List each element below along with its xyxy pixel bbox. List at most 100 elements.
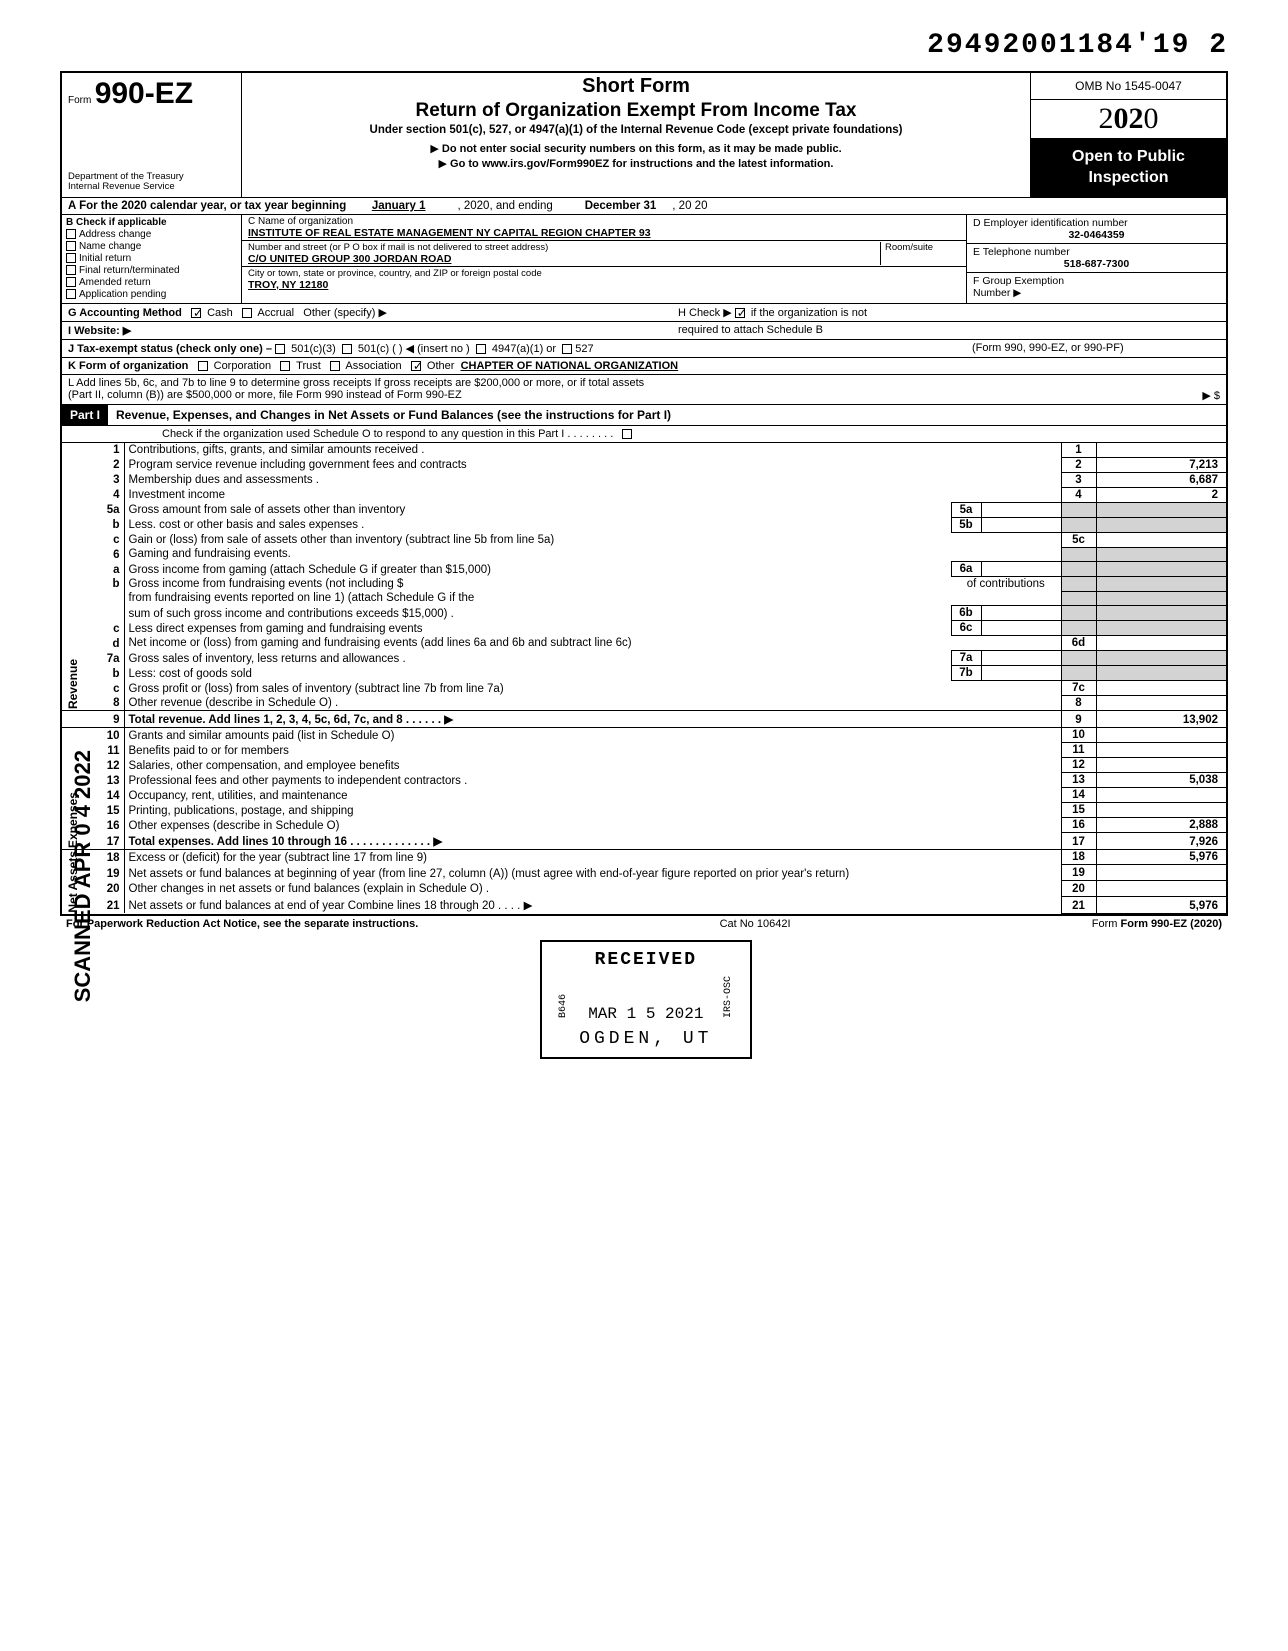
chk-corp[interactable] <box>198 361 208 371</box>
f-number: Number ▶ <box>973 287 1220 299</box>
l13-n: 13 <box>94 773 124 788</box>
row-6a: a Gross income from gaming (attach Sched… <box>62 562 1226 577</box>
l8-n: 8 <box>94 696 124 711</box>
row-6b3: sum of such gross income and contributio… <box>62 606 1226 621</box>
irs-osc-label: IRS-OSC <box>723 976 734 1018</box>
l1-a <box>1096 443 1226 458</box>
l19-a <box>1096 865 1226 881</box>
chk-address[interactable]: Address change <box>66 229 237 240</box>
section-def: D Employer identification number 32-0464… <box>966 215 1226 303</box>
y4: 0 <box>1144 102 1159 135</box>
row-7c: c Gross profit or (loss) from sales of i… <box>62 681 1226 696</box>
l4-a: 2 <box>1096 487 1226 502</box>
row-6c: c Less direct expenses from gaming and f… <box>62 621 1226 636</box>
ein-value: 32-0464359 <box>973 229 1220 241</box>
document-id: 29492001184'19 2 <box>60 30 1228 61</box>
l12-ln: 12 <box>1061 758 1096 773</box>
l6b2-n <box>94 591 124 606</box>
row-8: 8 Other revenue (describe in Schedule O)… <box>62 696 1226 711</box>
l11-a <box>1096 743 1226 758</box>
l6b3-ln <box>1061 606 1096 621</box>
chk-schedule-o[interactable] <box>622 429 632 439</box>
l7a-a <box>1096 651 1226 666</box>
l21-ln: 21 <box>1061 896 1096 913</box>
chk-accrual[interactable] <box>242 308 252 318</box>
line-a-label: A For the 2020 calendar year, or tax yea… <box>68 200 346 212</box>
chk-name[interactable]: Name change <box>66 241 237 252</box>
section-bcd: B Check if applicable Address change Nam… <box>62 215 1226 304</box>
chk-final[interactable]: Final return/terminated <box>66 265 237 276</box>
chk-527[interactable] <box>562 344 572 354</box>
l5b-sn: 5b <box>951 517 981 532</box>
l16-d: Other expenses (describe in Schedule O) <box>124 818 1061 833</box>
l7b-sa <box>981 666 1061 681</box>
chk-amended[interactable]: Amended return <box>66 277 237 288</box>
row-9: 9 Total revenue. Add lines 1, 2, 3, 4, 5… <box>62 711 1226 728</box>
chk-assoc[interactable] <box>330 361 340 371</box>
chk-501c[interactable] <box>342 344 352 354</box>
l5b-sa <box>981 517 1061 532</box>
opt-cash: Cash <box>207 307 233 319</box>
y1: 2 <box>1099 102 1114 135</box>
i-label: I Website: ▶ <box>68 325 131 337</box>
notice-url: Go to www.irs.gov/Form990EZ for instruct… <box>252 157 1020 170</box>
j-content: J Tax-exempt status (check only one) – 5… <box>62 340 966 357</box>
l2-n: 2 <box>94 457 124 472</box>
y3: 2 <box>1129 102 1144 135</box>
footer-left: For Paperwork Reduction Act Notice, see … <box>66 918 418 930</box>
l6b2-ln <box>1061 591 1096 606</box>
c-city-row: City or town, state or province, country… <box>242 267 966 292</box>
chk-4947[interactable] <box>476 344 486 354</box>
chk-other[interactable] <box>411 361 421 371</box>
l11-ln: 11 <box>1061 743 1096 758</box>
l19-n: 19 <box>94 865 124 881</box>
j-527: 527 <box>575 343 593 355</box>
part1-sub: Check if the organization used Schedule … <box>62 426 1226 443</box>
l7b-ln <box>1061 666 1096 681</box>
line-i: I Website: ▶ required to attach Schedule… <box>62 322 1226 340</box>
form-number: 990-EZ <box>95 77 193 110</box>
phone-value: 518-687-7300 <box>973 258 1220 270</box>
chk-trust[interactable] <box>280 361 290 371</box>
chk-h[interactable] <box>735 308 745 318</box>
l14-d: Occupancy, rent, utilities, and maintena… <box>124 788 1061 803</box>
l10-ln: 10 <box>1061 728 1096 743</box>
g-left: G Accounting Method Cash Accrual Other (… <box>62 304 672 321</box>
l18-a: 5,976 <box>1096 849 1226 865</box>
l12-n: 12 <box>94 758 124 773</box>
l7c-n: c <box>94 681 124 696</box>
l6b3-a <box>1096 606 1226 621</box>
c-street-label: Number and street (or P O box if mail is… <box>248 242 880 253</box>
l5c-d: Gain or (loss) from sale of assets other… <box>124 532 1061 547</box>
footer-right-text: Form 990-EZ (2020) <box>1121 918 1222 930</box>
netassets-label: Net Assets <box>66 851 90 913</box>
j-insert: ) ◀ (insert no ) <box>399 343 470 355</box>
l19-ln: 19 <box>1061 865 1096 881</box>
k-label: K Form of organization <box>68 360 188 372</box>
header-left: Form 990-EZ Department of the Treasury I… <box>62 73 242 197</box>
row-5b: b Less. cost or other basis and sales ex… <box>62 517 1226 532</box>
l17-n: 17 <box>94 833 124 850</box>
l20-d: Other changes in net assets or fund bala… <box>124 881 1061 897</box>
part1-badge: Part I <box>62 405 108 425</box>
l7b-n: b <box>94 666 124 681</box>
l15-ln: 15 <box>1061 803 1096 818</box>
chk-501c3[interactable] <box>275 344 285 354</box>
l7a-ln <box>1061 651 1096 666</box>
line-l: L Add lines 5b, 6c, and 7b to line 9 to … <box>62 375 1226 405</box>
l17-a: 7,926 <box>1096 833 1226 850</box>
line-a-content: A For the 2020 calendar year, or tax yea… <box>62 198 1226 214</box>
e-label: E Telephone number <box>973 246 1220 258</box>
notice-ssn-text: Do not enter social security numbers on … <box>442 143 842 155</box>
chk-pending[interactable]: Application pending <box>66 289 237 300</box>
received-stamp: RECEIVED B646 MAR 1 5 2021 IRS-OSC OGDEN… <box>540 940 752 1059</box>
chk-cash[interactable] <box>191 308 201 318</box>
k-trust: Trust <box>296 360 321 372</box>
l12-a <box>1096 758 1226 773</box>
notice-ssn: Do not enter social security numbers on … <box>252 142 1020 155</box>
chk-initial[interactable]: Initial return <box>66 253 237 264</box>
form-footer: For Paperwork Reduction Act Notice, see … <box>60 916 1228 930</box>
financial-table: Revenue 1 Contributions, gifts, grants, … <box>62 443 1226 914</box>
l7c-a <box>1096 681 1226 696</box>
l6-n: 6 <box>94 547 124 562</box>
